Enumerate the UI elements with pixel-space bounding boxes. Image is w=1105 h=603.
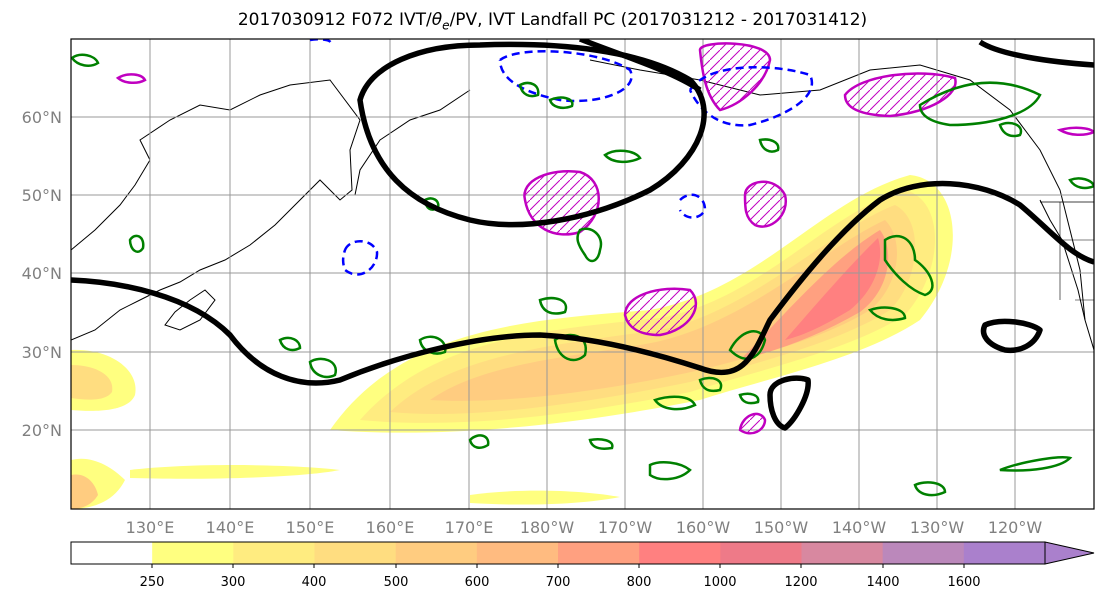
ivt-trop-strip-2 <box>470 490 620 505</box>
colorbar-tick-label: 500 <box>384 575 409 590</box>
lon-label: 150°E <box>286 518 335 537</box>
colorbar-segment <box>71 542 153 564</box>
colorbar-segment <box>720 542 802 564</box>
ivt-shading <box>71 175 953 509</box>
ivt-south-left-inner <box>71 365 113 400</box>
colorbar-segments <box>71 542 1046 564</box>
colorbar-segment <box>395 542 478 564</box>
colorbar: 250 300 400 500 600 700 800 1000 1200 14… <box>70 541 1095 590</box>
pc-contour-1 <box>523 170 600 236</box>
colorbar-tick-label: 800 <box>627 575 652 590</box>
colorbar-ticks <box>151 564 965 568</box>
border-states <box>1059 202 1094 301</box>
colorbar-tick-label: 1200 <box>784 575 817 590</box>
colorbar-tick-label: 1400 <box>866 575 899 590</box>
lon-label: 160°W <box>676 518 731 537</box>
colorbar-segment <box>233 542 315 564</box>
pv-contour-north <box>357 41 707 228</box>
lon-label: 130°E <box>126 518 175 537</box>
lon-label: 140°W <box>832 518 887 537</box>
lat-label: 20°N <box>22 421 62 440</box>
pc-contour-4 <box>843 72 957 118</box>
pc-contour-6 <box>738 412 767 435</box>
pc-contour-8 <box>115 73 147 84</box>
lon-label: 180°W <box>520 518 575 537</box>
pv-contour-coast <box>980 318 1043 354</box>
pc-contour-7 <box>1056 126 1094 136</box>
pc-contour-3 <box>623 287 697 337</box>
pv-contour-cutoff <box>767 375 811 431</box>
colorbar-tick-label: 250 <box>140 575 165 590</box>
theta-negative-contours <box>309 39 814 276</box>
pv-contour-main <box>71 180 1094 386</box>
colorbar-segment <box>801 542 884 564</box>
colorbar-segment <box>152 542 234 564</box>
pc-contour-2 <box>743 180 788 228</box>
coast-japan <box>164 289 216 331</box>
theta-neg-2 <box>688 66 814 127</box>
theta-neg-1 <box>498 50 633 103</box>
pv-contours <box>71 39 1094 431</box>
lon-label: 170°E <box>445 518 494 537</box>
lon-label: 120°W <box>988 518 1043 537</box>
lon-label: 150°W <box>754 518 809 537</box>
colorbar-tick-label: 300 <box>221 575 246 590</box>
colorbar-segment <box>882 542 965 564</box>
ivt-band-400 <box>390 205 916 414</box>
ivt-south-bottom-inner <box>71 474 98 509</box>
colorbar-tick-labels: 250 300 400 500 600 700 800 1000 1200 14… <box>140 575 981 590</box>
lon-label: 130°W <box>910 518 965 537</box>
colorbar-segment <box>963 542 1046 564</box>
theta-neg-4 <box>678 193 707 219</box>
colorbar-tick-label: 1000 <box>703 575 736 590</box>
coast-asia <box>71 79 361 341</box>
lon-label: 140°E <box>206 518 255 537</box>
map-frame <box>70 38 1095 510</box>
lat-label: 60°N <box>22 108 62 127</box>
ivt-trop-strip <box>130 465 340 479</box>
ivt-band-1000 <box>785 238 881 340</box>
ivt-band-700 <box>740 230 889 360</box>
lon-axis-labels: 130°E 140°E 150°E 160°E 170°E 180°W 170°… <box>126 518 1043 537</box>
theta-neg-3 <box>341 240 379 276</box>
theta-positive-contours <box>71 53 1094 497</box>
colorbar-segment <box>476 542 559 564</box>
colorbar-segment <box>314 542 397 564</box>
lat-axis-labels: 60°N 50°N 40°N 30°N 20°N <box>22 108 62 440</box>
map-title: 2017030912 F072 IVT/θe/PV, IVT Landfall … <box>237 10 868 33</box>
coast-northwest <box>1039 199 1086 321</box>
colorbar-tick-label: 400 <box>302 575 327 590</box>
colorbar-segment <box>558 542 640 564</box>
pc-contour-5 <box>698 42 772 112</box>
lat-label: 30°N <box>22 343 62 362</box>
pv-contour-top <box>978 39 1094 68</box>
pv-contour-top-2 <box>578 39 702 93</box>
lon-label: 170°W <box>598 518 653 537</box>
colorbar-extend-arrow <box>1044 541 1095 565</box>
lat-label: 40°N <box>22 264 62 283</box>
colorbar-tick-label: 1600 <box>947 575 980 590</box>
pc-contours <box>115 42 1094 435</box>
theta-neg-5 <box>309 39 333 46</box>
lat-label: 50°N <box>22 186 62 205</box>
coast-kamchatka <box>354 89 471 196</box>
colorbar-segment <box>639 542 721 564</box>
colorbar-tick-label: 700 <box>546 575 571 590</box>
colorbar-tick-label: 600 <box>465 575 490 590</box>
lon-label: 160°E <box>366 518 415 537</box>
